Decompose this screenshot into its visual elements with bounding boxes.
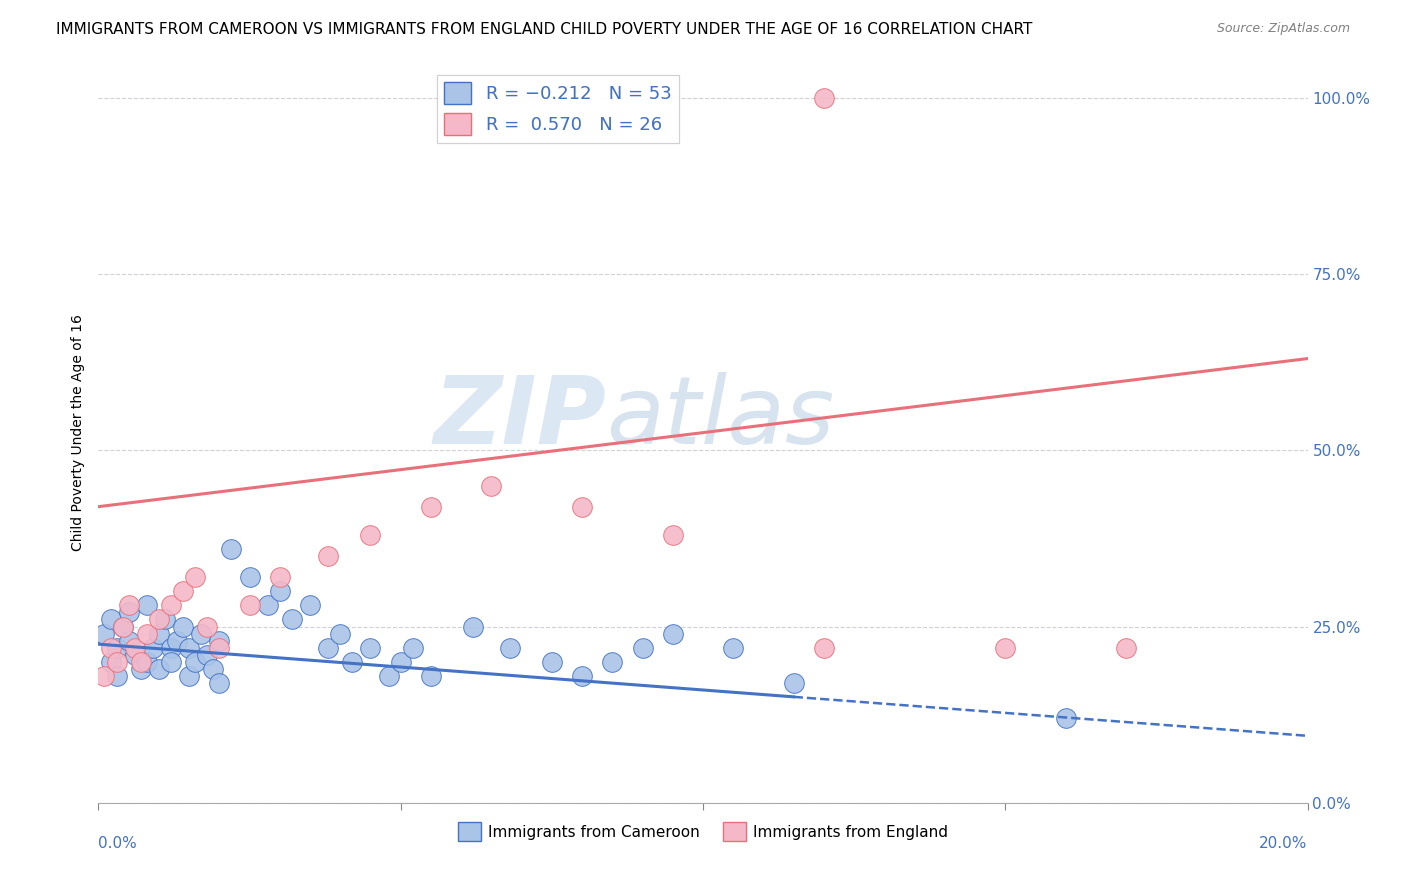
Point (129, 662, 152, 676)
Point (571, 669, 593, 683)
Point (124, 648, 146, 662)
Point (360, 640, 382, 655)
Point (316, 549, 339, 563)
Point (994, 640, 1017, 655)
Point (281, 612, 304, 626)
Point (105, 640, 128, 655)
Point (208, 676, 231, 690)
Point (135, 655, 157, 669)
Point (402, 640, 425, 655)
Point (269, 570, 291, 584)
Legend: R = −0.212   N = 53, R =  0.570   N = 26: R = −0.212 N = 53, R = 0.570 N = 26 (437, 75, 679, 143)
Point (463, 619, 485, 633)
Point (540, 655, 562, 669)
Point (111, 619, 134, 633)
Point (129, 655, 152, 669)
Point (239, 599, 262, 613)
Point (172, 619, 194, 633)
Text: 0.0%: 0.0% (98, 836, 138, 851)
Point (93, 669, 115, 683)
Point (631, 640, 654, 655)
Point (118, 606, 141, 620)
Point (813, 91, 835, 105)
Point (602, 655, 624, 669)
Point (184, 570, 207, 584)
Point (160, 655, 183, 669)
Point (221, 541, 243, 556)
Point (172, 584, 194, 599)
Point (723, 640, 745, 655)
Point (420, 500, 443, 514)
Point (389, 655, 412, 669)
Point (190, 626, 212, 640)
Point (100, 640, 122, 655)
Point (571, 500, 593, 514)
Point (195, 619, 218, 633)
Point (208, 633, 231, 648)
Point (299, 599, 322, 613)
Text: 20.0%: 20.0% (1260, 836, 1308, 851)
Point (377, 669, 399, 683)
Point (105, 655, 128, 669)
Point (813, 640, 835, 655)
Point (783, 676, 806, 690)
Point (100, 612, 122, 626)
Point (269, 584, 291, 599)
Point (195, 648, 218, 662)
Point (124, 640, 146, 655)
Text: atlas: atlas (606, 372, 835, 463)
Point (135, 626, 157, 640)
Point (498, 640, 520, 655)
Point (1115, 640, 1137, 655)
Y-axis label: Child Poverty Under the Age of 16: Child Poverty Under the Age of 16 (70, 314, 84, 551)
Point (342, 655, 364, 669)
Point (179, 640, 201, 655)
Point (179, 669, 201, 683)
Point (481, 478, 503, 492)
Point (118, 599, 141, 613)
Point (118, 633, 141, 648)
Point (184, 655, 207, 669)
Point (160, 599, 183, 613)
Point (256, 599, 278, 613)
Point (153, 612, 176, 626)
Point (329, 626, 352, 640)
Point (148, 626, 170, 640)
Point (100, 655, 122, 669)
Point (1054, 711, 1077, 725)
Point (148, 612, 170, 626)
Point (661, 528, 683, 542)
Point (148, 662, 170, 676)
Point (239, 570, 262, 584)
Point (661, 626, 683, 640)
Point (160, 640, 183, 655)
Point (202, 662, 225, 676)
Point (111, 619, 134, 633)
Point (135, 599, 157, 613)
Point (166, 633, 188, 648)
Text: IMMIGRANTS FROM CAMEROON VS IMMIGRANTS FROM ENGLAND CHILD POVERTY UNDER THE AGE : IMMIGRANTS FROM CAMEROON VS IMMIGRANTS F… (56, 22, 1032, 37)
Point (105, 669, 128, 683)
Point (360, 528, 382, 542)
Text: Source: ZipAtlas.com: Source: ZipAtlas.com (1216, 22, 1350, 36)
Point (420, 669, 443, 683)
Text: ZIP: ZIP (433, 372, 606, 464)
Point (93, 626, 115, 640)
Point (142, 640, 165, 655)
Point (316, 640, 339, 655)
Point (208, 640, 231, 655)
